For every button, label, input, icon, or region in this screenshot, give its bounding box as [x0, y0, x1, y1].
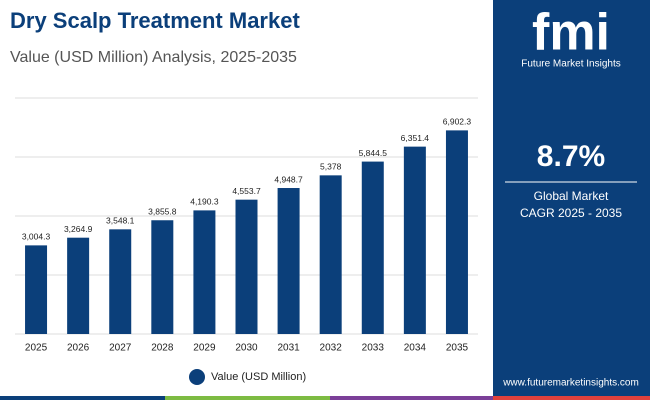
value-label: 3,548.1	[106, 216, 135, 226]
stripe	[493, 396, 650, 400]
x-tick-label: 2034	[404, 343, 427, 354]
bar	[361, 161, 384, 334]
bar	[277, 188, 300, 334]
value-label: 3,855.8	[148, 207, 177, 217]
x-tick-label: 2028	[151, 343, 174, 354]
legend-label: Value (USD Million)	[211, 371, 306, 383]
x-tick-label: 2029	[193, 343, 216, 354]
value-label: 5,378	[320, 162, 342, 172]
sidebar	[493, 0, 650, 400]
bar	[319, 175, 342, 334]
value-label: 4,948.7	[274, 174, 303, 184]
bar	[25, 245, 48, 334]
cagr-value: 8.7%	[537, 140, 605, 173]
bar	[403, 146, 426, 334]
chart-title: Dry Scalp Treatment Market	[10, 8, 300, 33]
value-label: 3,264.9	[64, 224, 93, 234]
stripe	[165, 396, 330, 400]
value-label: 4,553.7	[232, 186, 261, 196]
value-label: 6,902.3	[443, 117, 472, 127]
value-label: 5,844.5	[359, 148, 388, 158]
x-tick-label: 2025	[25, 343, 48, 354]
chart-subtitle: Value (USD Million) Analysis, 2025-2035	[10, 49, 297, 66]
x-tick-label: 2030	[235, 343, 258, 354]
bar	[193, 210, 216, 334]
logo: fmi	[532, 4, 610, 62]
value-label: 4,190.3	[190, 197, 219, 207]
cagr-label: CAGR 2025 - 2035	[520, 206, 622, 220]
bar	[445, 130, 468, 334]
x-tick-label: 2027	[109, 343, 132, 354]
bar	[235, 199, 258, 334]
x-tick-label: 2032	[320, 343, 343, 354]
x-tick-label: 2035	[446, 343, 469, 354]
brand: Future Market Insights	[521, 59, 620, 70]
cagr-label: Global Market	[534, 189, 609, 203]
stripe	[0, 396, 165, 400]
legend-marker	[189, 369, 205, 385]
x-tick-label: 2026	[67, 343, 90, 354]
x-tick-label: 2033	[362, 343, 385, 354]
x-tick-label: 2031	[277, 343, 300, 354]
bar	[151, 220, 174, 334]
stripe	[330, 396, 493, 400]
value-label: 3,004.3	[22, 232, 51, 242]
value-label: 6,351.4	[401, 133, 430, 143]
bar	[67, 237, 90, 334]
website: www.futuremarketinsights.com	[502, 378, 639, 389]
bar	[109, 229, 132, 334]
